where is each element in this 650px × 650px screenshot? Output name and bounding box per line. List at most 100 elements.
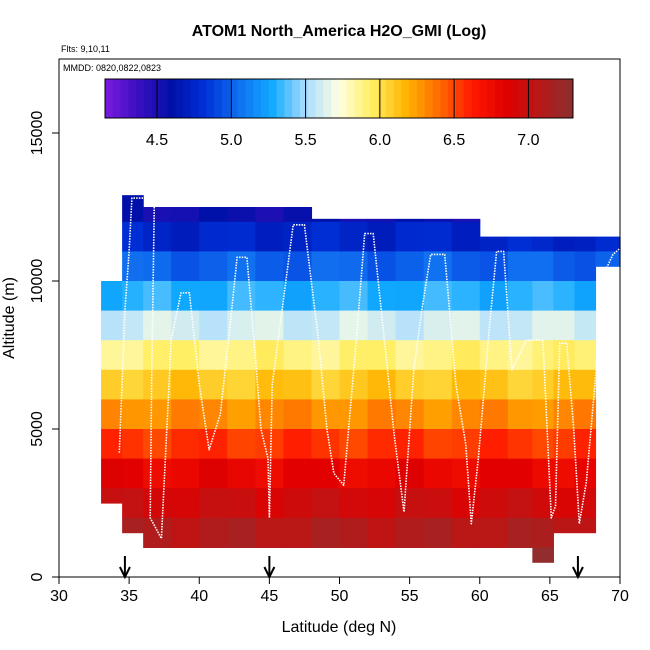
- colorbar-segment: [136, 79, 145, 118]
- heatmap-cell: [283, 517, 313, 548]
- heatmap-cell: [507, 458, 533, 489]
- flight-track-line: [118, 197, 621, 540]
- heatmap-cell: [171, 399, 200, 430]
- heatmap-cell: [199, 281, 228, 312]
- heatmap-cell: [199, 399, 228, 430]
- heatmap-cell: [255, 340, 284, 371]
- heatmap-cell: [283, 340, 313, 371]
- heatmap-cell: [122, 281, 144, 312]
- heatmap-cell: [479, 340, 509, 371]
- heatmap-cell: [574, 517, 597, 534]
- colorbar-segment: [183, 79, 192, 118]
- heatmap-cell: [507, 488, 533, 519]
- heatmap-cell: [283, 429, 313, 460]
- heatmap-cell: [171, 340, 200, 371]
- heatmap-cell: [553, 340, 576, 371]
- heatmap-cell: [311, 458, 341, 489]
- colorbar-segment: [471, 79, 480, 118]
- heatmap-cell: [227, 207, 256, 223]
- colorbar-segment: [463, 79, 473, 118]
- heatmap-cell: [507, 310, 533, 341]
- heatmap-cell: [532, 251, 554, 282]
- heatmap-cell: [122, 399, 144, 430]
- heatmap-cell: [171, 458, 200, 489]
- heatmap-cell: [143, 399, 172, 430]
- colorbar-segment: [237, 79, 246, 118]
- heatmap-cell: [479, 429, 509, 460]
- heatmap-cell: [367, 488, 397, 519]
- heatmap-cell: [171, 251, 200, 282]
- y-axis: 0 5000 10000 15000: [29, 111, 59, 581]
- x-tick-label: 40: [190, 588, 208, 605]
- heatmap-cell: [395, 429, 425, 460]
- colorbar-segment: [105, 79, 114, 118]
- heatmap-cell: [227, 458, 256, 489]
- colorbar-tick-label: 4.5: [146, 132, 168, 149]
- heatmap-cell: [339, 399, 369, 430]
- heatmap-cell: [395, 281, 425, 312]
- heatmap-cell: [122, 340, 144, 371]
- heatmap-cell: [171, 488, 200, 519]
- heatmap-cell: [283, 488, 313, 519]
- x-axis-label: Latitude (deg N): [282, 619, 397, 636]
- colorbar-tick-label: 6.0: [369, 132, 391, 149]
- heatmap-cell: [283, 399, 313, 430]
- colorbar-segment: [339, 79, 348, 118]
- heatmap-cell: [122, 488, 144, 519]
- heatmap-cell: [122, 221, 144, 252]
- date-annotation: MMDD: 0820,0822,0823: [63, 63, 161, 73]
- colorbar-segment: [565, 79, 574, 118]
- heatmap-cell: [574, 236, 597, 252]
- heatmap-cell: [574, 429, 597, 460]
- heatmap-cell: [479, 488, 509, 519]
- heatmap-cell: [101, 340, 123, 371]
- chart-title: ATOM1 North_America H2O_GMI (Log): [192, 23, 487, 40]
- colorbar-tick-label: 7.0: [517, 132, 539, 149]
- heatmap-cell: [532, 369, 554, 400]
- x-tick-label: 70: [611, 588, 629, 605]
- heatmap-cell: [255, 281, 284, 312]
- heatmap-cell: [423, 340, 453, 371]
- down-arrow-icon: [119, 566, 131, 580]
- heatmap-layer: [101, 195, 621, 563]
- heatmap-cell: [339, 281, 369, 312]
- heatmap-cell: [595, 251, 621, 267]
- colorbar-segment: [307, 79, 317, 118]
- colorbar-segment: [268, 79, 278, 118]
- heatmap-cell: [451, 399, 481, 430]
- heatmap-cell: [423, 399, 453, 430]
- colorbar-tick-label: 5.5: [294, 132, 316, 149]
- colorbar-segment: [549, 79, 558, 118]
- heatmap-cell: [283, 207, 313, 223]
- colorbar-segment: [120, 79, 129, 118]
- heatmap-cell: [395, 218, 425, 223]
- heatmap-cell: [395, 517, 425, 548]
- heatmap-cell: [451, 281, 481, 312]
- heatmap-cell: [143, 281, 172, 312]
- heatmap-cell: [227, 340, 256, 371]
- down-arrow-icon: [263, 566, 276, 580]
- heatmap-cell: [451, 340, 481, 371]
- heatmap-cell: [451, 488, 481, 519]
- y-tick-label: 10000: [29, 259, 46, 304]
- heatmap-cell: [479, 517, 509, 548]
- heatmap-cell: [339, 429, 369, 460]
- heatmap-cell: [574, 310, 597, 341]
- heatmap-cell: [532, 281, 554, 312]
- x-tick-label: 55: [401, 588, 419, 605]
- colorbar-segment: [448, 79, 457, 118]
- heatmap-cell: [101, 369, 123, 400]
- colorbar-segment: [393, 79, 402, 118]
- heatmap-cell: [367, 517, 397, 548]
- heatmap-cell: [122, 195, 144, 223]
- heatmap-cell: [553, 488, 576, 519]
- colorbar-segment: [276, 79, 285, 118]
- colorbar-segment: [440, 79, 449, 118]
- colorbar-segment: [370, 79, 379, 118]
- heatmap-cell: [101, 488, 123, 504]
- heatmap-cell: [395, 251, 425, 282]
- heatmap-cell: [171, 429, 200, 460]
- heatmap-cell: [423, 517, 453, 548]
- heatmap-cell: [171, 310, 200, 341]
- heatmap-cell: [311, 251, 341, 282]
